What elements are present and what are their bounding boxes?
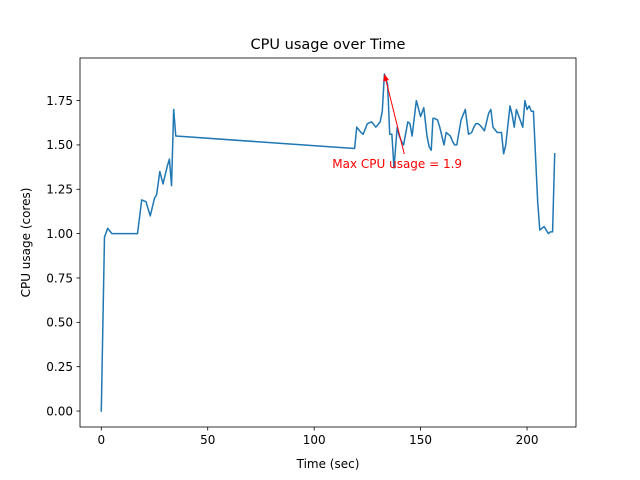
series-layer — [100, 73, 556, 412]
y-tick-label: 1.00 — [46, 227, 73, 241]
y-tick-label: 1.50 — [46, 138, 73, 152]
plot-frame — [79, 57, 577, 428]
x-tick-label: 200 — [516, 433, 539, 447]
y-tick-label: 0.00 — [46, 404, 73, 418]
chart-title: CPU usage over Time — [251, 37, 406, 53]
x-tick-label: 150 — [409, 433, 432, 447]
annotation-arrow-shaft — [385, 80, 405, 155]
series-line — [100, 73, 556, 412]
y-tick-label: 0.50 — [46, 316, 73, 330]
x-axis: 0 50 100 150 200 — [97, 427, 538, 447]
annotation-arrow-head — [383, 73, 390, 82]
annotation-text: Max CPU usage = 1.9 — [332, 157, 462, 171]
y-tick-label: 1.25 — [46, 183, 73, 197]
x-tick-label: 100 — [303, 433, 326, 447]
x-tick-label: 0 — [97, 433, 105, 447]
x-axis-title: Time (sec) — [296, 457, 360, 471]
y-tick-label: 0.25 — [46, 360, 73, 374]
y-axis-title: CPU usage (cores) — [19, 188, 33, 298]
x-tick-label: 50 — [200, 433, 215, 447]
annotation-layer: Max CPU usage = 1.9 — [332, 73, 462, 171]
y-tick-label: 0.75 — [46, 271, 73, 285]
y-axis: 0.00 0.25 0.50 0.75 1.00 1.25 1.50 1.75 — [46, 94, 80, 418]
y-tick-label: 1.75 — [46, 94, 73, 108]
